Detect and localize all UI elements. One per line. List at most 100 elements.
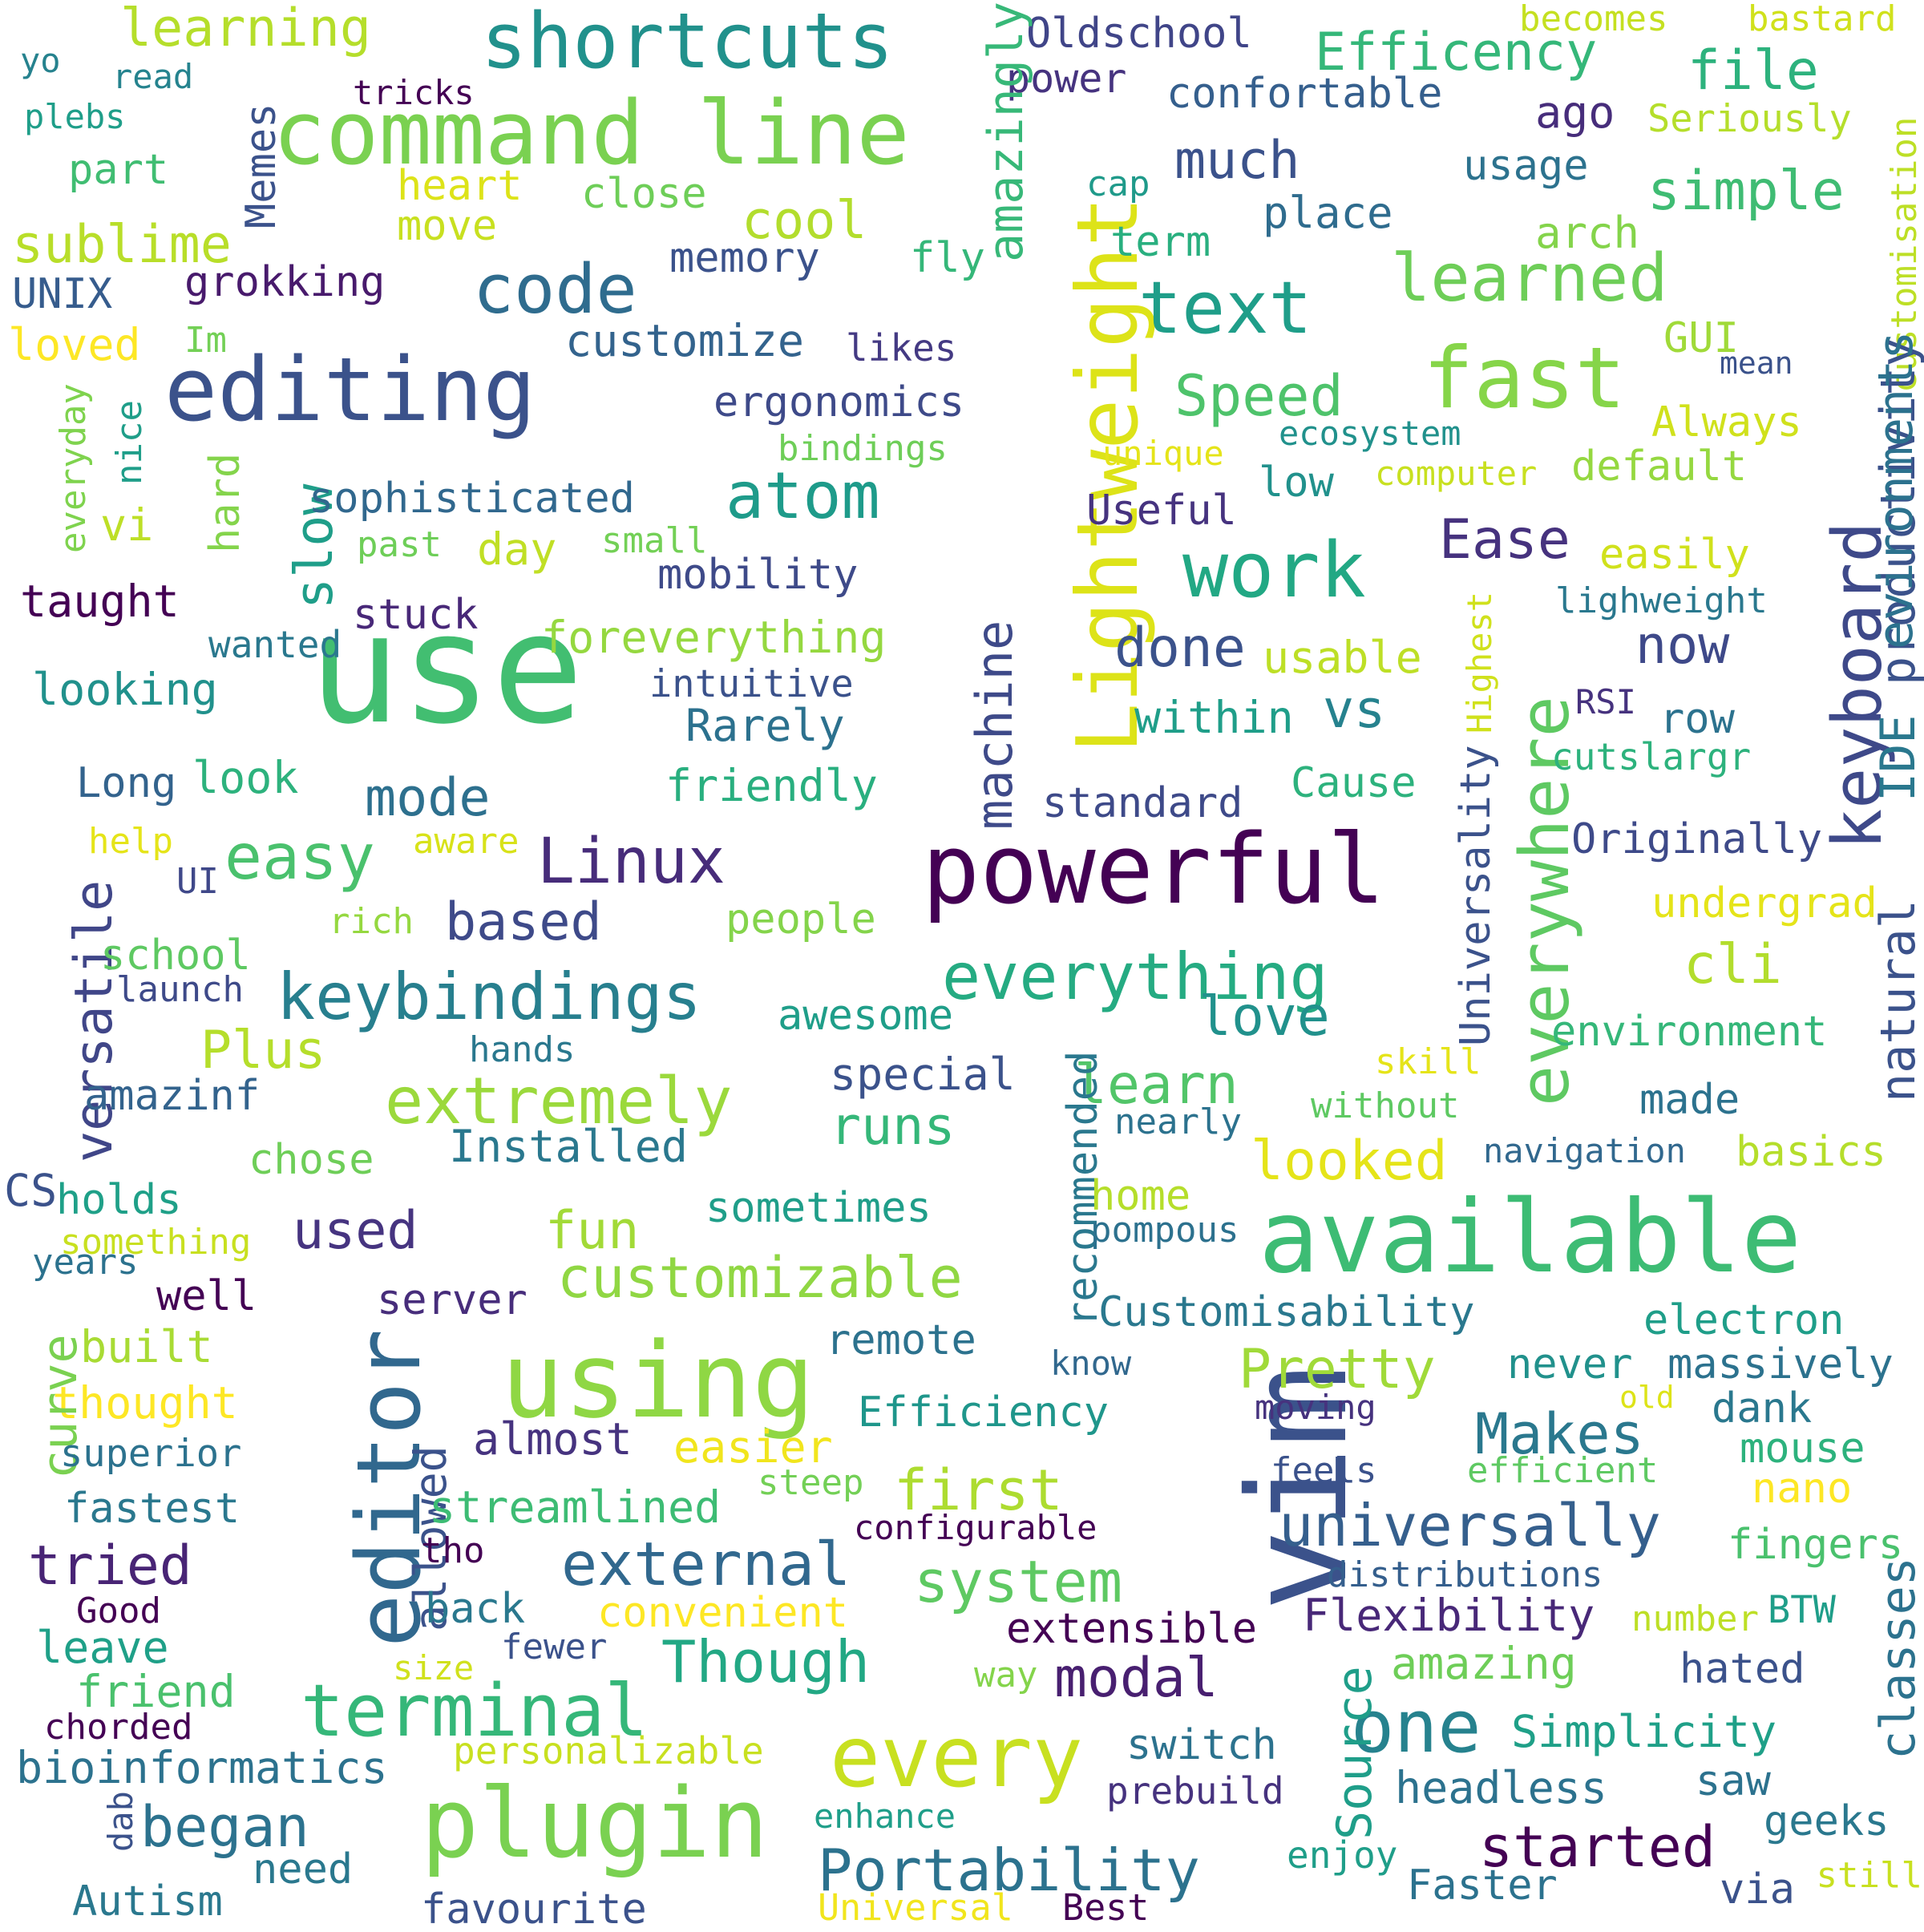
word-cause: Cause [1291,758,1417,807]
word-code: code [473,250,637,330]
word-autism: Autism [72,1877,223,1926]
word-bastard: bastard [1748,0,1897,39]
word-chose: chose [249,1135,374,1184]
word-every: every [830,1708,1084,1807]
word-never: never [1507,1340,1633,1388]
word-close: close [581,169,707,218]
word-school: school [100,931,251,980]
word-almost: almost [473,1413,633,1465]
word-intuitive: intuitive [649,662,854,707]
word-extensible: extensible [1006,1604,1258,1653]
word-launch: launch [116,969,244,1011]
word-amazingly: amazingly [978,2,1034,263]
word-looked: looked [1251,1130,1448,1194]
word-originally: Originally [1571,814,1823,863]
word-evironments: evironments [1868,330,1924,649]
word-first: first [894,1457,1063,1523]
word-done: done [1114,616,1246,681]
word-old: old [1619,1379,1675,1415]
word-tried: tried [28,1534,192,1599]
word-unix: UNIX [12,269,113,318]
word-easy: easy [224,821,375,894]
word-environment: environment [1551,1007,1828,1056]
word-distributions: distributions [1327,1554,1603,1596]
word-years: years [32,1242,139,1283]
word-thought: thought [52,1376,238,1429]
word-fewer: fewer [501,1627,608,1668]
word-classes: classes [1870,1557,1924,1760]
word-undergrad: undergrad [1651,879,1878,928]
word-navigation: navigation [1483,1131,1686,1171]
word-mobility: mobility [657,550,859,599]
word-read: read [112,57,194,97]
word-learn: learn [1074,1053,1239,1118]
word-term: term [1110,217,1211,266]
word-geeks: geeks [1764,1797,1890,1845]
word-one: one [1351,1684,1481,1769]
word-efficiency: Efficiency [858,1388,1110,1437]
word-without: without [1311,1085,1460,1127]
word-cs: CS [4,1164,58,1216]
word-tricks: tricks [353,73,475,113]
word-wanted: wanted [208,623,342,667]
word-cutslargr: cutslargr [1551,735,1752,779]
word-editing: editing [164,337,536,441]
word-electron: electron [1643,1295,1845,1344]
word-vi: vi [100,499,154,551]
word-leave: leave [36,1621,169,1673]
word-tho: tho [421,1530,485,1572]
word-seriously: Seriously [1647,97,1852,142]
word-arch: arch [1535,207,1640,258]
word-stuck: stuck [353,590,479,639]
word-rich: rich [329,901,414,943]
word-universally: universally [1279,1491,1661,1559]
word-small: small [601,520,708,562]
word-easier: easier [673,1421,833,1473]
word-nearly: nearly [1114,1101,1242,1143]
word-mode: mode [365,768,491,829]
word-basics: basics [1736,1127,1886,1176]
word-versatile: versatile [64,879,124,1162]
word-place: place [1263,187,1393,238]
word-terminal: terminal [301,1668,649,1753]
word-lighweight: lighweight [1555,580,1768,622]
word-learned: learned [1391,240,1668,317]
word-source: Source [1327,1666,1383,1840]
word-confortable: confortable [1166,69,1443,118]
word-enjoy: enjoy [1287,1833,1398,1877]
word-machine: machine [965,620,1024,830]
word-now: now [1635,616,1730,677]
word-plus: Plus [200,1021,326,1081]
word-powerful: powerful [922,814,1385,926]
word-saw: saw [1696,1756,1771,1805]
word-speed: Speed [1174,362,1344,429]
word-streamlined: streamlined [429,1481,722,1533]
word-vs: vs [1323,680,1386,741]
word-learning: learning [120,0,372,59]
word-aware: aware [413,821,519,863]
word-rarely: Rarely [685,699,845,751]
word-headless: headless [1395,1761,1607,1813]
word-amazing: amazing [1391,1637,1577,1689]
word-using: using [501,1319,815,1441]
word-oldschool: Oldschool [1026,9,1252,58]
word-low: low [1259,458,1334,507]
word-awesome: awesome [778,991,954,1040]
word-computer: computer [1375,454,1538,494]
word-fun: fun [545,1201,640,1262]
word-mouse: mouse [1740,1424,1865,1473]
word-back: back [425,1584,526,1633]
word-foreverything: foreverything [541,611,887,663]
word-amazinf: amazinf [84,1071,261,1120]
word-special: special [830,1048,1016,1100]
word-external: external [561,1528,851,1599]
word-bioinformatics: bioinformatics [16,1741,388,1793]
word-hated: hated [1679,1644,1805,1693]
word-usable: usable [1263,631,1422,683]
word-universality: Universality [1452,745,1500,1046]
word-ergonomics: ergonomics [713,378,965,426]
word-fingers: fingers [1728,1520,1904,1569]
word-size: size [393,1648,475,1688]
word-gui: GUI [1663,313,1739,362]
